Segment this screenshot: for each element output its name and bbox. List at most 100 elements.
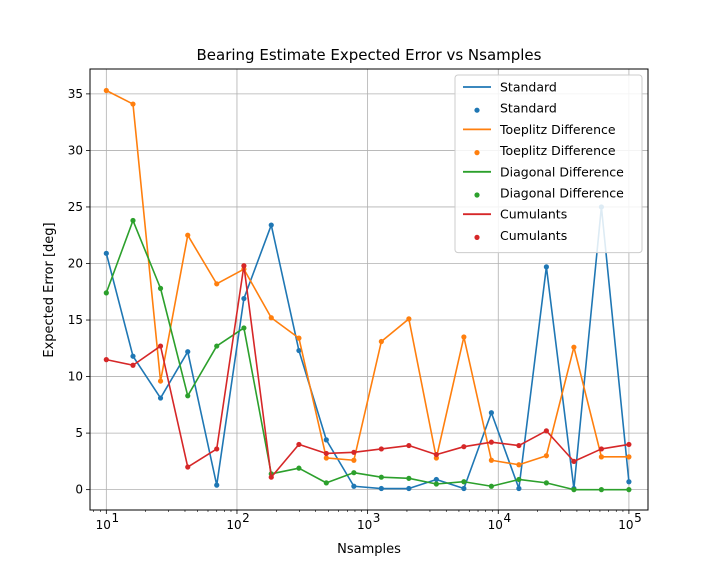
- data-point-diagonal-difference: [185, 393, 191, 399]
- data-point-toeplitz-difference: [461, 334, 467, 340]
- data-point-cumulants: [433, 451, 439, 458]
- legend-box: [454, 74, 643, 254]
- data-point-cumulants: [461, 444, 467, 450]
- x-tick-label: 10: [96, 518, 111, 532]
- data-point-cumulants: [157, 343, 164, 349]
- data-point-toeplitz-difference: [543, 453, 549, 459]
- legend-marker-toeplitz-difference: [474, 150, 480, 156]
- data-point-diagonal-difference: [598, 487, 605, 493]
- legend-label-diagonal-difference: Diagonal Difference: [500, 164, 624, 179]
- x-tick-label: 10: [226, 518, 241, 532]
- legend-label-standard: Standard: [500, 80, 557, 95]
- data-point-standard: [157, 395, 164, 401]
- data-point-cumulants: [103, 357, 109, 363]
- y-tick-label: 0: [75, 483, 83, 497]
- y-tick-label: 10: [68, 370, 83, 384]
- data-point-standard: [214, 482, 220, 488]
- legend-label-toeplitz-difference: Toeplitz Difference: [499, 143, 616, 158]
- data-point-standard: [406, 485, 412, 492]
- data-point-diagonal-difference: [351, 470, 357, 476]
- data-point-toeplitz-difference: [185, 232, 191, 238]
- data-point-diagonal-difference: [214, 343, 220, 349]
- data-point-diagonal-difference: [323, 480, 329, 486]
- data-point-toeplitz-difference: [296, 335, 302, 341]
- data-point-toeplitz-difference: [488, 457, 494, 463]
- data-point-cumulants: [598, 446, 605, 452]
- data-point-standard: [103, 250, 109, 256]
- data-point-toeplitz-difference: [130, 101, 136, 107]
- data-point-toeplitz-difference: [516, 462, 522, 468]
- plot-frame: [89, 68, 649, 511]
- legend-label-diagonal-difference: Diagonal Difference: [500, 186, 624, 201]
- x-axis-label: Nsamples: [337, 542, 401, 557]
- x-tick-label: 10: [618, 518, 633, 532]
- y-tick-label: 5: [75, 426, 83, 440]
- data-point-diagonal-difference: [130, 217, 136, 224]
- legend-marker-diagonal-difference: [474, 192, 480, 198]
- data-point-toeplitz-difference: [626, 454, 632, 460]
- x-tick-exponent: 5: [634, 511, 642, 525]
- data-point-diagonal-difference: [157, 285, 164, 291]
- data-point-cumulants: [130, 362, 136, 368]
- series-line-toeplitz-difference: [105, 89, 629, 466]
- data-point-standard: [296, 347, 302, 354]
- data-point-toeplitz-difference: [378, 338, 384, 345]
- data-point-diagonal-difference: [488, 483, 494, 489]
- data-point-diagonal-difference: [241, 325, 247, 331]
- data-point-standard: [433, 476, 439, 483]
- data-point-diagonal-difference: [516, 476, 522, 483]
- data-point-cumulants: [516, 442, 522, 449]
- legend: Standard Standard Toeplitz Difference Toepl…: [454, 74, 643, 254]
- data-point-diagonal-difference: [296, 465, 302, 471]
- data-point-standard: [488, 410, 494, 416]
- data-point-cumulants: [543, 428, 549, 434]
- data-point-standard: [323, 437, 329, 443]
- legend-label-toeplitz-difference: Toeplitz Difference: [499, 122, 616, 137]
- x-tick-exponent: 4: [503, 511, 511, 525]
- y-tick-label: 30: [68, 143, 83, 157]
- data-point-standard: [351, 483, 357, 489]
- data-point-cumulants: [268, 474, 274, 480]
- data-point-diagonal-difference: [461, 479, 467, 485]
- data-point-cumulants: [571, 458, 577, 464]
- y-tick-label: 20: [68, 256, 83, 270]
- data-point-toeplitz-difference: [351, 457, 357, 463]
- data-point-standard: [268, 222, 274, 228]
- data-point-cumulants: [406, 442, 412, 449]
- y-axis-label: Expected Error [deg]: [42, 222, 57, 357]
- data-point-standard: [516, 485, 522, 492]
- data-point-standard: [185, 349, 191, 355]
- series-line-standard: [105, 206, 630, 490]
- data-point-cumulants: [626, 441, 632, 448]
- data-point-diagonal-difference: [378, 474, 384, 480]
- data-point-standard: [130, 353, 136, 359]
- data-point-diagonal-difference: [543, 480, 549, 486]
- x-tick-exponent: 1: [112, 511, 120, 525]
- plot-series: [103, 87, 632, 493]
- data-point-cumulants: [185, 464, 191, 470]
- chart-title: Bearing Estimate Expected Error vs Nsamp…: [197, 46, 542, 64]
- legend-marker-standard: [474, 107, 480, 113]
- data-point-cumulants: [241, 263, 247, 269]
- data-point-diagonal-difference: [406, 475, 412, 481]
- data-point-toeplitz-difference: [406, 316, 412, 322]
- data-point-cumulants: [351, 449, 357, 455]
- series-line-cumulants: [106, 264, 630, 479]
- data-point-toeplitz-difference: [103, 87, 109, 94]
- x-tick-label: 10: [488, 518, 503, 532]
- legend-label-standard: Standard: [500, 101, 557, 116]
- data-point-cumulants: [488, 439, 494, 445]
- data-point-standard: [241, 295, 247, 302]
- data-point-toeplitz-difference: [323, 455, 329, 461]
- data-point-toeplitz-difference: [598, 454, 605, 460]
- data-point-toeplitz-difference: [571, 344, 577, 350]
- y-tick-label: 25: [68, 200, 83, 214]
- legend-label-cumulants: Cumulants: [500, 207, 567, 222]
- legend-label-cumulants: Cumulants: [500, 228, 567, 243]
- data-point-toeplitz-difference: [268, 315, 274, 321]
- data-point-cumulants: [323, 450, 329, 457]
- x-tick-exponent: 3: [373, 511, 381, 525]
- data-point-diagonal-difference: [103, 290, 109, 296]
- y-tick-label: 35: [68, 87, 83, 101]
